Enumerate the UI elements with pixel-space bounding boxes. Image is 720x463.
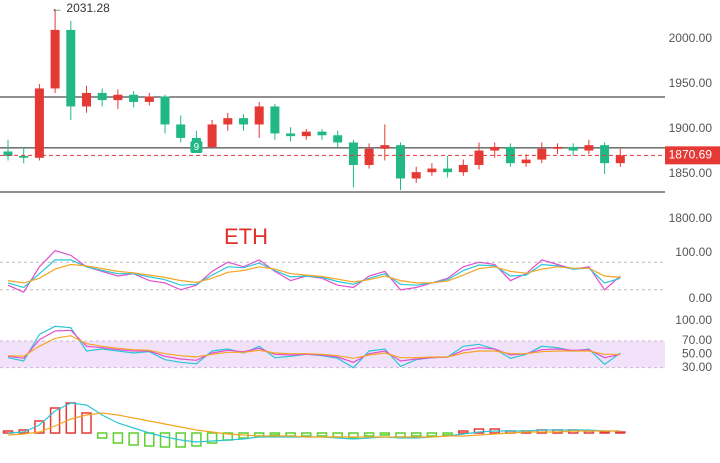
y-tick-label: 30.00 bbox=[682, 360, 712, 374]
candle-body bbox=[270, 106, 280, 134]
candle-body bbox=[176, 124, 186, 138]
signal-badge bbox=[190, 140, 203, 153]
max-price-label: ← 2031.28 bbox=[51, 1, 110, 15]
y-tick-label: 100.00 bbox=[675, 313, 712, 327]
candle-body bbox=[490, 146, 500, 151]
candle-body bbox=[254, 106, 264, 125]
macd-bar bbox=[128, 432, 139, 446]
candle-body bbox=[223, 118, 233, 125]
y-tick-label: 0.00 bbox=[689, 291, 713, 305]
macd-bar bbox=[410, 432, 422, 437]
candle-body bbox=[129, 94, 139, 102]
macd-bar bbox=[112, 432, 124, 444]
candle-body bbox=[380, 145, 390, 149]
candle-body bbox=[113, 94, 123, 101]
candle-body bbox=[584, 145, 594, 151]
candle-body bbox=[82, 92, 91, 107]
candle-body bbox=[97, 92, 107, 101]
current-price-box bbox=[665, 146, 720, 165]
candle-body bbox=[207, 124, 217, 147]
candle-body bbox=[160, 96, 170, 125]
macd-bar bbox=[18, 429, 29, 434]
candle-body bbox=[537, 148, 547, 160]
candle-body bbox=[333, 135, 343, 143]
candle-body bbox=[474, 150, 484, 165]
macd-bar bbox=[426, 432, 438, 437]
candle-body bbox=[521, 159, 531, 164]
macd-bar bbox=[442, 432, 453, 436]
macd-bar bbox=[301, 432, 312, 437]
candle-body bbox=[348, 142, 358, 165]
macd-bar bbox=[348, 432, 359, 439]
candle-body bbox=[568, 146, 578, 151]
candle-body bbox=[317, 131, 327, 136]
candle-body bbox=[301, 131, 311, 137]
macd-bar bbox=[191, 432, 202, 447]
indicator-line bbox=[7, 329, 621, 363]
indicator-line bbox=[7, 335, 621, 359]
indicator-line bbox=[7, 263, 621, 284]
candle-body bbox=[364, 148, 374, 165]
indicator-line bbox=[7, 412, 621, 438]
macd-bar bbox=[599, 431, 610, 434]
signal-label: 9 bbox=[194, 142, 200, 153]
candle-body bbox=[34, 88, 44, 158]
candle-body bbox=[396, 145, 405, 179]
candle-body bbox=[505, 146, 515, 164]
indicator-line bbox=[7, 259, 621, 289]
candle-body bbox=[50, 29, 60, 89]
candle-body bbox=[553, 146, 562, 149]
macd-bar bbox=[363, 432, 375, 437]
macd-bar bbox=[96, 432, 108, 439]
candle-body bbox=[239, 118, 248, 125]
y-tick-label: 1800.00 bbox=[669, 211, 713, 225]
candle-body bbox=[286, 133, 296, 137]
y-tick-label: 70.00 bbox=[682, 333, 712, 347]
macd-bar bbox=[473, 428, 485, 434]
symbol-label: ETH bbox=[224, 224, 268, 249]
y-tick-label: 1900.00 bbox=[669, 121, 713, 135]
y-tick-label: 100.00 bbox=[675, 245, 712, 259]
candle-body bbox=[144, 96, 154, 102]
candle-body bbox=[19, 155, 29, 158]
y-tick-label: 2000.00 bbox=[669, 31, 713, 45]
macd-bar bbox=[458, 430, 469, 434]
macd-bar bbox=[269, 432, 281, 436]
macd-bar bbox=[81, 412, 92, 434]
macd-bar bbox=[206, 432, 218, 444]
candle-body bbox=[3, 151, 13, 156]
candle-body bbox=[66, 29, 76, 107]
macd-bar bbox=[159, 432, 171, 448]
candle-body bbox=[600, 145, 610, 164]
candle-body bbox=[411, 172, 421, 179]
candle-body bbox=[458, 164, 468, 173]
band bbox=[0, 341, 665, 368]
candle-body bbox=[615, 155, 625, 164]
candle-body bbox=[443, 168, 453, 173]
macd-bar bbox=[49, 407, 61, 434]
y-tick-label: 1950.00 bbox=[669, 76, 713, 90]
current-price-label: 1870.69 bbox=[669, 148, 713, 162]
y-tick-label: 1850.00 bbox=[669, 166, 713, 180]
macd-bar bbox=[615, 431, 626, 434]
y-tick-label: 50.00 bbox=[682, 347, 712, 361]
macd-bar bbox=[316, 432, 328, 437]
macd-bar bbox=[379, 432, 391, 436]
candle-body bbox=[427, 168, 437, 173]
